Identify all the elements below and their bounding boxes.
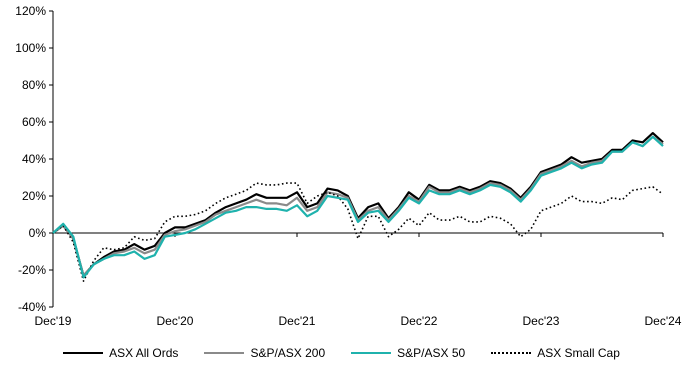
legend: ASX All Ords S&P/ASX 200 S&P/ASX 50 ASX Sma… bbox=[0, 342, 683, 364]
y-tick-label: -40% bbox=[18, 300, 46, 314]
y-tick-label: 40% bbox=[22, 152, 46, 166]
series-line-asx-small-cap bbox=[52, 182, 664, 282]
x-tick-label: Dec'22 bbox=[401, 314, 438, 328]
legend-item: ASX All Ords bbox=[63, 346, 178, 360]
y-tick-label: 0% bbox=[29, 226, 47, 240]
y-tick-label: 60% bbox=[22, 115, 46, 129]
y-tick-label: 100% bbox=[15, 41, 46, 55]
legend-label: ASX Small Cap bbox=[537, 346, 620, 360]
y-tick-label: 120% bbox=[15, 4, 46, 18]
y-tick-label: -20% bbox=[18, 263, 46, 277]
legend-swatch bbox=[491, 352, 532, 354]
legend-label: S&P/ASX 200 bbox=[250, 346, 326, 360]
x-tick-label: Dec'23 bbox=[523, 314, 560, 328]
legend-label: S&P/ASX 50 bbox=[397, 346, 466, 360]
legend-item: S&P/ASX 200 bbox=[204, 346, 325, 360]
y-tick-label: 80% bbox=[22, 78, 46, 92]
line-chart: -40%-20%0%20%40%60%80%100%120% Dec'19 Dec… bbox=[15, 4, 682, 328]
x-tick-label: Dec'21 bbox=[279, 314, 316, 328]
legend-item: S&P/ASX 50 bbox=[351, 346, 465, 360]
legend-swatch bbox=[351, 352, 392, 354]
series-line-s-p-asx-50 bbox=[52, 135, 664, 279]
y-axis: -40% -20% 0% 20% 40% 60% 80% 100% 120% bbox=[15, 4, 54, 314]
x-tick-label: Dec'20 bbox=[157, 314, 194, 328]
legend-swatch bbox=[63, 352, 104, 354]
legend-label: ASX All Ords bbox=[109, 346, 179, 360]
y-tick-label: 20% bbox=[22, 189, 46, 203]
legend-swatch bbox=[204, 352, 245, 354]
x-axis: Dec'19 Dec'20 Dec'21 Dec'22 Dec'23 Dec'24 bbox=[35, 232, 682, 328]
series-layer bbox=[52, 132, 664, 282]
x-tick-label: Dec'24 bbox=[645, 314, 682, 328]
x-tick-label: Dec'19 bbox=[35, 314, 72, 328]
legend-item: ASX Small Cap bbox=[491, 346, 620, 360]
